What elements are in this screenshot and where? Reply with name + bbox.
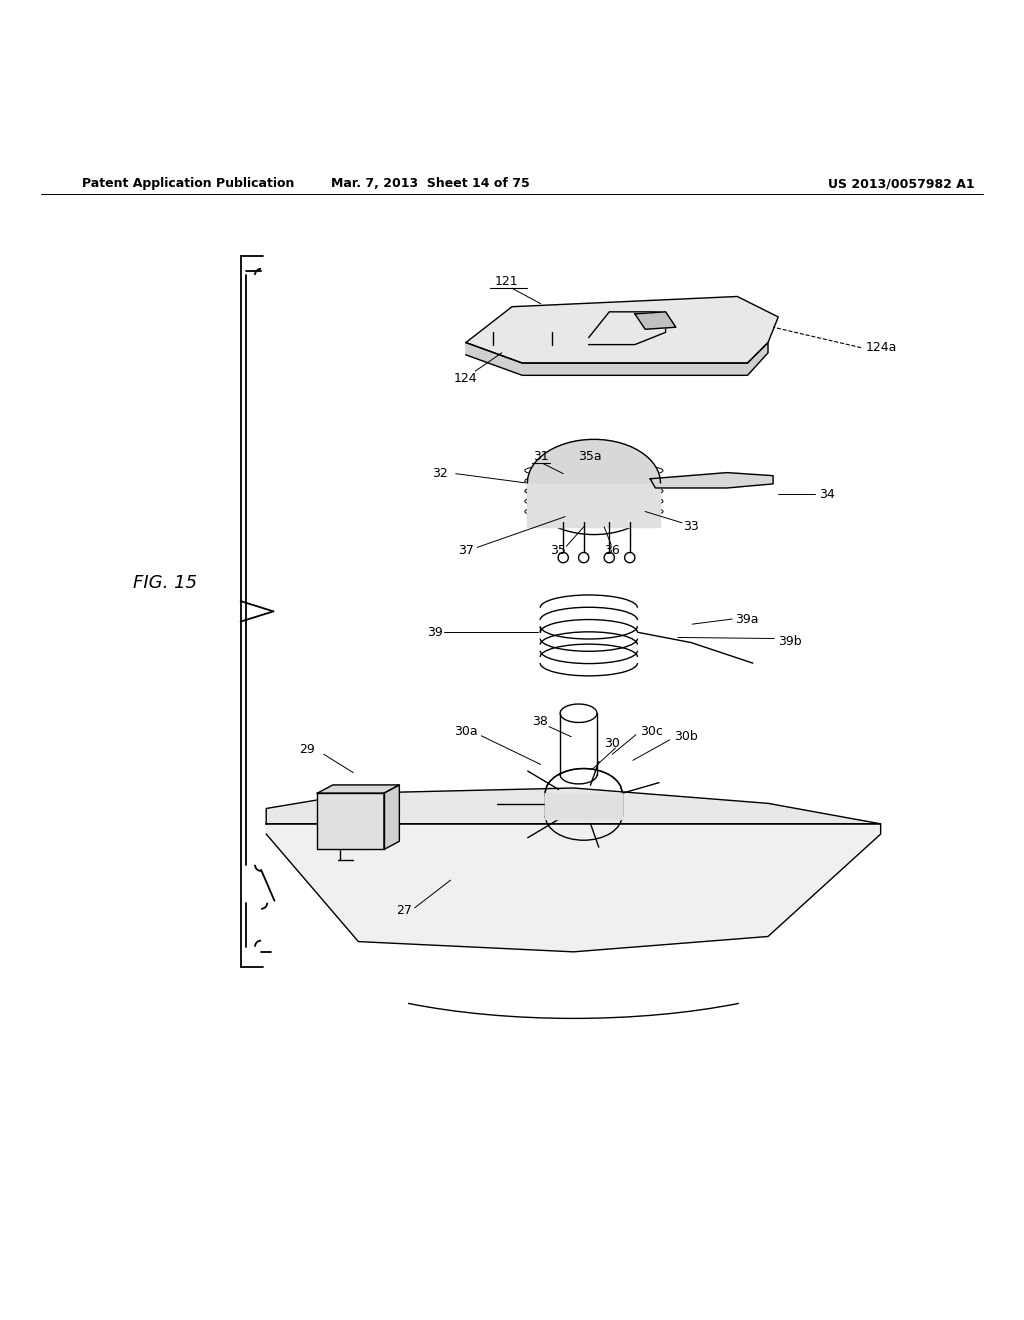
Text: 124: 124: [454, 372, 478, 385]
Text: 31: 31: [532, 450, 549, 463]
Text: 30: 30: [604, 738, 621, 751]
Text: 39a: 39a: [735, 612, 759, 626]
Text: 121: 121: [495, 276, 519, 288]
Polygon shape: [384, 785, 399, 850]
Text: 30c: 30c: [640, 725, 663, 738]
Text: 39b: 39b: [778, 635, 802, 648]
Text: 124a: 124a: [865, 341, 897, 354]
Text: 35: 35: [550, 544, 566, 557]
Polygon shape: [527, 440, 660, 483]
Text: Mar. 7, 2013  Sheet 14 of 75: Mar. 7, 2013 Sheet 14 of 75: [331, 177, 529, 190]
Text: US 2013/0057982 A1: US 2013/0057982 A1: [827, 177, 975, 190]
Text: 27: 27: [396, 904, 413, 917]
Polygon shape: [527, 483, 660, 527]
Text: 36: 36: [604, 544, 621, 557]
Polygon shape: [466, 343, 768, 375]
Text: 32: 32: [432, 467, 449, 480]
Polygon shape: [635, 312, 676, 329]
Text: 29: 29: [299, 743, 315, 755]
Text: 34: 34: [819, 487, 835, 500]
Text: 30b: 30b: [674, 730, 697, 743]
Text: 35a: 35a: [579, 450, 602, 463]
Polygon shape: [266, 788, 881, 824]
Polygon shape: [317, 785, 399, 793]
Polygon shape: [466, 297, 778, 363]
Polygon shape: [266, 824, 881, 952]
Polygon shape: [650, 473, 773, 488]
Polygon shape: [545, 793, 622, 818]
Text: Patent Application Publication: Patent Application Publication: [82, 177, 294, 190]
Text: 37: 37: [458, 544, 474, 557]
Text: 39: 39: [427, 626, 442, 639]
Text: 33: 33: [683, 520, 699, 533]
Text: 38: 38: [531, 715, 548, 727]
Polygon shape: [317, 793, 384, 850]
Text: FIG. 15: FIG. 15: [133, 574, 198, 593]
Text: 30a: 30a: [454, 725, 478, 738]
